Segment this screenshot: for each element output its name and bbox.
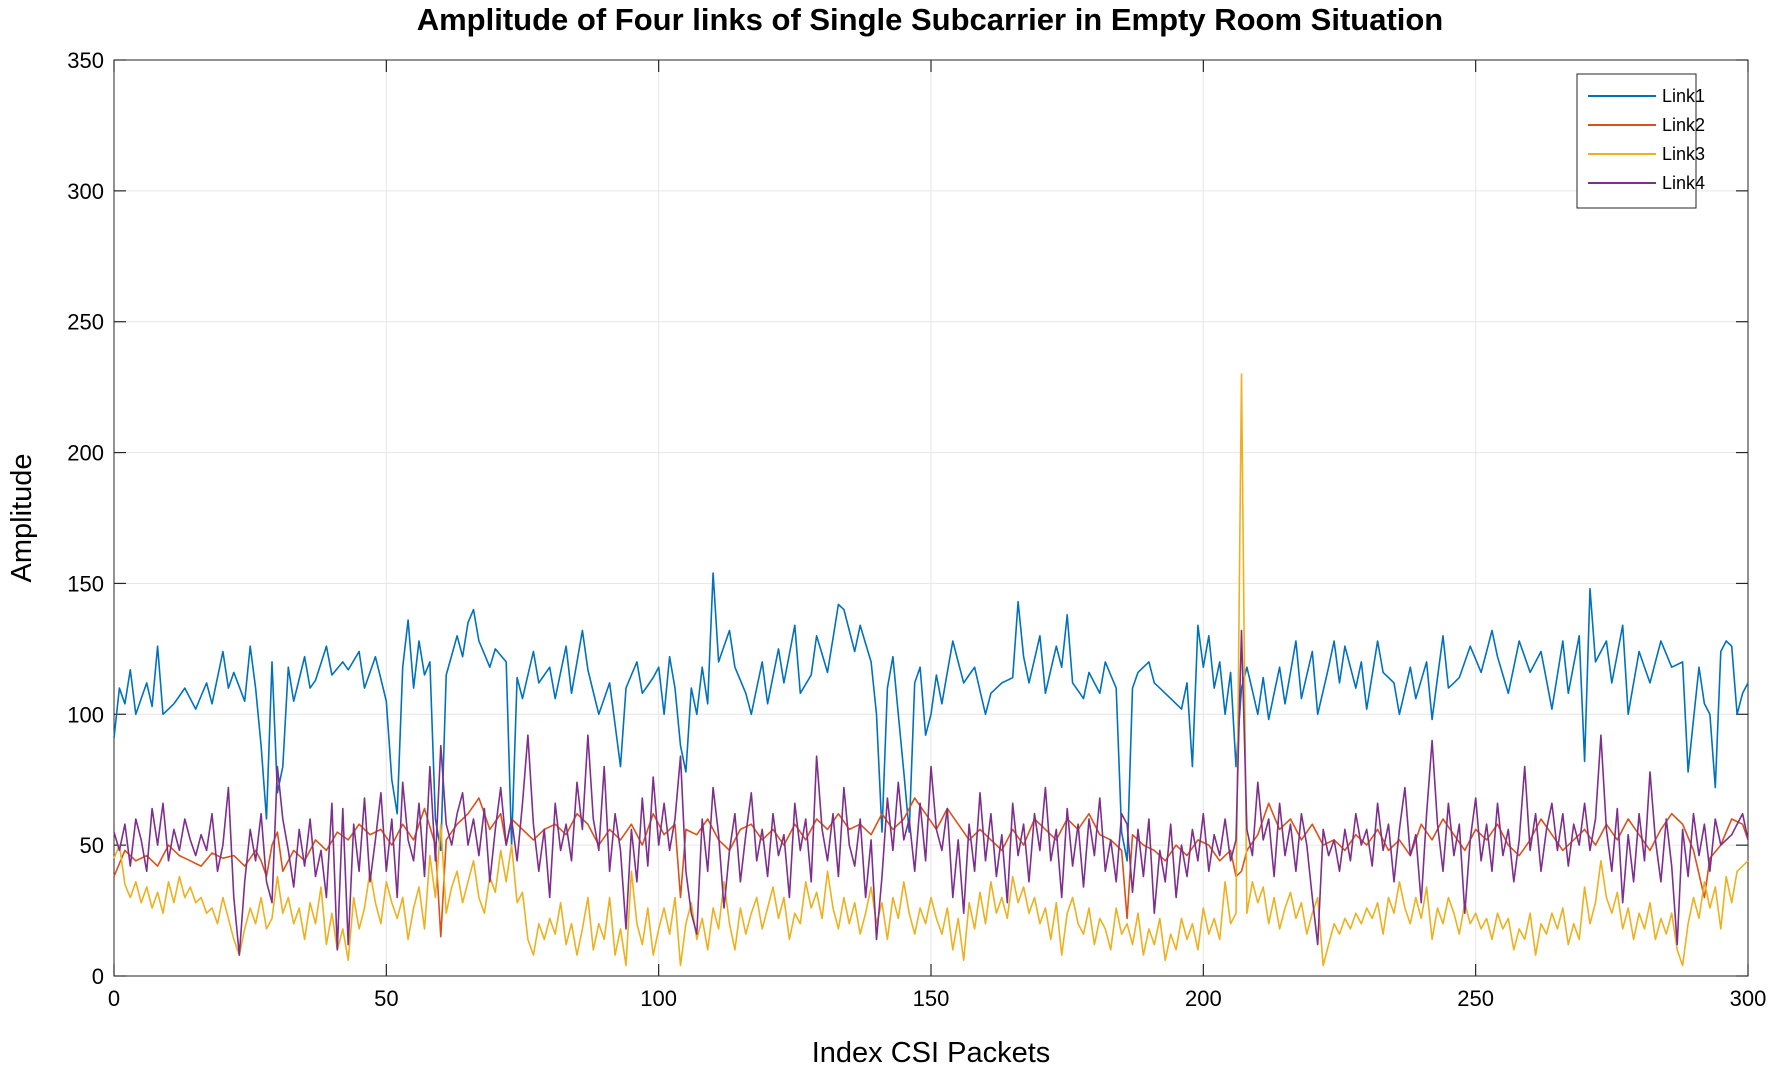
y-tick-label: 100 bbox=[67, 702, 104, 727]
series-line-link1 bbox=[113, 572, 1749, 862]
legend: Link1 Link2 Link3 Link4 bbox=[1576, 73, 1705, 209]
x-tick-labels: 0 50 100 150 200 250 300 bbox=[108, 986, 1766, 1011]
tick-marks bbox=[113, 59, 1749, 977]
x-axis-label: Index CSI Packets bbox=[812, 1037, 1051, 1069]
series-line-link2 bbox=[113, 797, 1749, 938]
x-tick-label: 200 bbox=[1185, 986, 1222, 1011]
grid bbox=[113, 59, 1749, 977]
legend-label-link1: Link1 bbox=[1662, 86, 1705, 106]
x-tick-label: 150 bbox=[913, 986, 950, 1011]
y-tick-label: 250 bbox=[67, 310, 104, 335]
x-tick-label: 50 bbox=[374, 986, 398, 1011]
x-tick-label: 250 bbox=[1457, 986, 1494, 1011]
x-tick-label: 100 bbox=[640, 986, 677, 1011]
series-lines bbox=[113, 373, 1749, 967]
y-tick-label: 200 bbox=[67, 441, 104, 466]
legend-label-link4: Link4 bbox=[1662, 173, 1705, 193]
y-tick-labels: 0 50 100 150 200 250 300 350 bbox=[67, 48, 104, 989]
series-line-link3 bbox=[113, 373, 1749, 967]
x-tick-label: 300 bbox=[1730, 986, 1767, 1011]
legend-label-link2: Link2 bbox=[1662, 115, 1705, 135]
chart-title: Amplitude of Four links of Single Subcar… bbox=[417, 2, 1444, 37]
legend-label-link3: Link3 bbox=[1662, 144, 1705, 164]
y-axis-label: Amplitude bbox=[6, 454, 38, 583]
y-tick-label: 0 bbox=[92, 964, 104, 989]
y-tick-label: 350 bbox=[67, 48, 104, 73]
series-line-link4 bbox=[113, 629, 1749, 956]
x-tick-label: 0 bbox=[108, 986, 120, 1011]
y-tick-label: 300 bbox=[67, 179, 104, 204]
y-tick-label: 50 bbox=[80, 833, 104, 858]
y-tick-label: 150 bbox=[67, 571, 104, 596]
